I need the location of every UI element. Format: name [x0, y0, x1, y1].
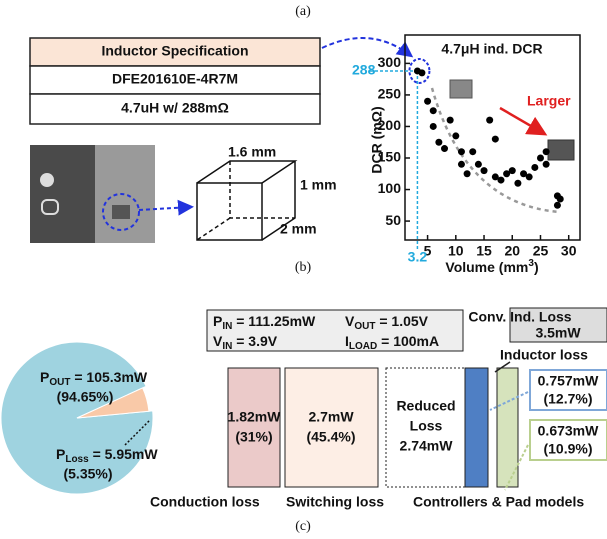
- x-tick-label: 25: [533, 243, 549, 259]
- block-value: (31%): [235, 429, 272, 445]
- caption: Switching loss: [286, 494, 384, 510]
- subscript: OUT: [49, 377, 70, 388]
- inductor-value: 0.757mW: [538, 373, 599, 389]
- conv-loss-label: Conv. Ind. Loss: [468, 309, 571, 325]
- point: [486, 117, 493, 124]
- x-tick-label: 10: [448, 243, 464, 259]
- subscript: Loss: [65, 454, 89, 465]
- block-value: Reduced: [396, 398, 455, 414]
- subscript: LOAD: [349, 341, 377, 352]
- table-header: Inductor Specification: [101, 43, 248, 59]
- block-value: 1.82mW: [228, 409, 282, 425]
- value-label: (94.65%): [57, 389, 114, 405]
- point: [557, 196, 564, 203]
- point: [452, 132, 459, 139]
- point: [418, 69, 425, 76]
- point: [543, 148, 550, 155]
- y-tick-label: 200: [378, 117, 402, 133]
- x-tick-label: 15: [476, 243, 492, 259]
- point: [537, 155, 544, 162]
- dimension-label: 1 mm: [300, 177, 337, 193]
- caption: Controllers & Pad models: [413, 494, 584, 510]
- label-text: = 5.95mW: [89, 446, 159, 462]
- value-label: (5.35%): [63, 466, 112, 482]
- symbol: P: [56, 446, 65, 462]
- subscript: IN: [222, 321, 232, 332]
- photo: [30, 145, 95, 243]
- block-value: 2.74mW: [400, 438, 454, 454]
- point: [469, 148, 476, 155]
- point: [447, 117, 454, 124]
- block-value: (45.4%): [306, 429, 355, 445]
- label-text: = 111.25mW: [232, 313, 316, 329]
- point: [531, 164, 538, 171]
- inductor-image: [548, 140, 574, 160]
- point: [464, 170, 471, 177]
- point: [554, 202, 561, 209]
- inductor-value: (10.9%): [543, 441, 592, 457]
- point: [430, 107, 437, 114]
- y-tick-label: 150: [378, 149, 402, 165]
- y-tick-label: 100: [378, 180, 402, 196]
- block-value: Loss: [410, 418, 443, 434]
- inductor-value: (12.7%): [543, 391, 592, 407]
- table-cell-text: DFE201610E-4R7M: [112, 71, 238, 87]
- dimension-label: 1.6 mm: [228, 144, 276, 160]
- annotation: 288: [352, 62, 376, 78]
- x-tick-label: 20: [504, 243, 520, 259]
- dimension-label: 2 mm: [280, 221, 317, 237]
- y-tick-label: 250: [378, 86, 402, 102]
- point: [492, 136, 499, 143]
- inductor-bar: [465, 368, 488, 487]
- point: [509, 167, 516, 174]
- label-text: = 100mA: [377, 333, 439, 349]
- point: [458, 161, 465, 168]
- conv-loss-value: 3.5mW: [535, 325, 581, 341]
- panel-label: (a): [295, 4, 311, 19]
- symbol: P: [213, 313, 222, 329]
- photo-inductor: [112, 205, 130, 219]
- switching-block: [285, 368, 378, 487]
- point: [424, 98, 431, 105]
- caption: Conduction loss: [150, 494, 260, 510]
- panel-label: (c): [295, 519, 311, 534]
- chart-title: 4.7μH ind. DCR: [441, 41, 542, 57]
- point: [441, 145, 448, 152]
- point: [481, 167, 488, 174]
- point: [475, 161, 482, 168]
- y-tick-label: 50: [385, 212, 401, 228]
- inductor-value: 0.673mW: [538, 423, 599, 439]
- x-tick-label: 30: [561, 243, 577, 259]
- y-tick-label: 300: [378, 54, 402, 70]
- table-cell-text: 4.7uH w/ 288mΩ: [121, 100, 229, 116]
- point: [543, 161, 550, 168]
- figure: (a) (b) (c) Inductor Specification DFE20…: [0, 0, 607, 539]
- point: [526, 173, 533, 180]
- label-text: = 1.05V: [375, 313, 428, 329]
- annotation: 3.2: [408, 249, 428, 265]
- panel-label: (b): [295, 260, 312, 275]
- block-value: 2.7mW: [308, 409, 354, 425]
- point: [458, 148, 465, 155]
- label-text: = 105.3mW: [70, 369, 147, 385]
- subscript: IN: [222, 341, 232, 352]
- trend-arrow: [500, 108, 543, 133]
- inductor-image: [450, 80, 472, 98]
- photo-detail: [40, 173, 54, 187]
- arrow: [322, 38, 410, 55]
- symbol: P: [40, 369, 49, 385]
- inductor-loss-label: Inductor loss: [500, 347, 588, 363]
- photo: [95, 145, 155, 243]
- x-axis-label: Volume (mm3): [445, 258, 538, 275]
- point: [430, 123, 437, 130]
- annotation: Larger: [527, 93, 571, 109]
- label-text: = 3.9V: [232, 333, 277, 349]
- subscript: OUT: [354, 321, 375, 332]
- point: [497, 177, 504, 184]
- conduction-block: [228, 368, 280, 487]
- point: [514, 180, 521, 187]
- point: [435, 139, 442, 146]
